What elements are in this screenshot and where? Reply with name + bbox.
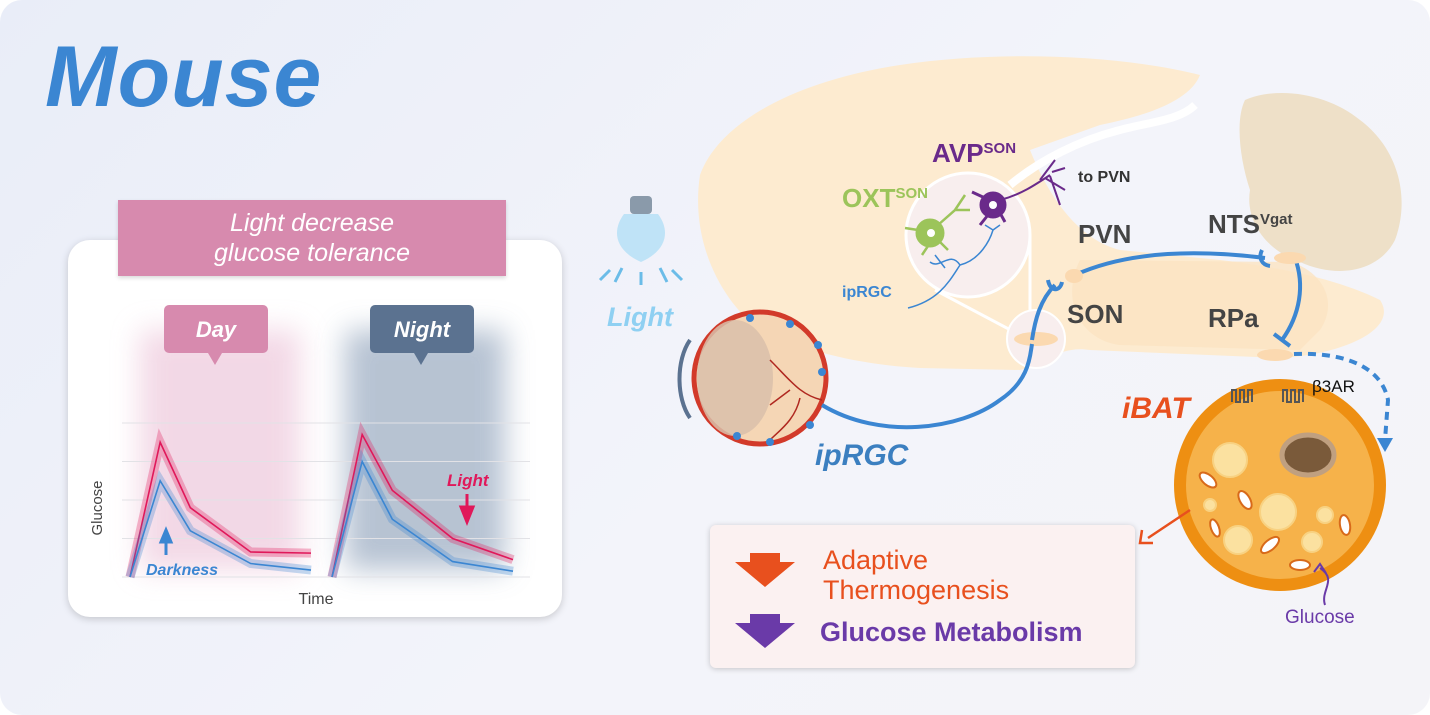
son-label: SON bbox=[1067, 299, 1123, 329]
night-bubble-tail bbox=[414, 353, 428, 365]
cerebellum bbox=[1239, 92, 1402, 271]
y-axis-label: Glucose bbox=[89, 480, 106, 535]
series-line-day-darkness bbox=[129, 478, 312, 578]
oxt-nucleus bbox=[927, 229, 935, 237]
ipRGC-to-SON-path bbox=[820, 343, 1034, 430]
down-arrow-purple-icon bbox=[735, 614, 795, 648]
result-item2: Glucose Metabolism bbox=[820, 617, 1083, 647]
darkness-label: Darkness bbox=[146, 562, 218, 579]
night-shade bbox=[345, 330, 505, 570]
rpa-label: RPa bbox=[1208, 303, 1259, 333]
b3ar-label: β3AR bbox=[1312, 377, 1355, 396]
ipRGC-axon bbox=[907, 224, 1001, 309]
series-line-night-light bbox=[331, 432, 514, 578]
darkness-arrow-icon bbox=[158, 526, 174, 555]
b3ar-receptor-icon bbox=[1231, 389, 1253, 403]
ipRGC-eye-label: ipRGC bbox=[815, 439, 910, 472]
to-pvn-label: to PVN bbox=[1078, 169, 1130, 186]
avp-nucleus bbox=[989, 201, 997, 209]
light-arrow-icon bbox=[458, 494, 476, 527]
banner-line-2: glucose tolerance bbox=[214, 239, 410, 267]
ibat-nucleus bbox=[1279, 432, 1337, 478]
PVN-to-NTS-path bbox=[1074, 249, 1271, 277]
eye-vessels bbox=[769, 359, 823, 441]
page-title: Mouse bbox=[45, 29, 323, 125]
series-line-day-light bbox=[129, 439, 312, 578]
night-bubble bbox=[370, 305, 474, 353]
NTS-to-RPa-path bbox=[1272, 257, 1303, 348]
nts-sup: Vgat bbox=[1260, 211, 1293, 228]
down-arrow-orange-icon bbox=[735, 553, 795, 587]
light-label: Light bbox=[607, 302, 674, 332]
glucose-arrow-icon bbox=[1313, 562, 1330, 606]
zoom-line bbox=[934, 288, 1021, 337]
pvn-nucleus bbox=[1065, 269, 1083, 283]
nts-label: NTSVgat bbox=[1208, 209, 1293, 239]
avp-sup: SON bbox=[984, 140, 1017, 157]
eye-lens bbox=[697, 320, 773, 436]
dashed-arrowhead-icon bbox=[1377, 438, 1393, 452]
result-item1-line2: Thermogenesis bbox=[823, 575, 1010, 605]
light-annotation: Light bbox=[447, 471, 490, 490]
ibat-label: iBAT bbox=[1122, 392, 1192, 425]
b3ar-receptor-icon bbox=[1282, 389, 1304, 403]
day-bubble-tail bbox=[208, 353, 222, 365]
series-line-night-darkness bbox=[331, 459, 514, 578]
night-label: Night bbox=[394, 317, 452, 342]
oxt-text: OXT bbox=[842, 183, 896, 213]
nts-text: NTS bbox=[1208, 209, 1260, 239]
light-bulb-icon bbox=[598, 196, 684, 285]
mitochondria-icons bbox=[1198, 471, 1352, 571]
ibat-output-arrow-icon bbox=[1138, 508, 1191, 545]
avp-label: AVPSON bbox=[932, 138, 1016, 168]
son-nucleus bbox=[1014, 332, 1058, 346]
result-arrows bbox=[735, 553, 795, 648]
oxt-label: OXTSON bbox=[842, 183, 928, 213]
oxt-sup: SON bbox=[895, 185, 928, 202]
banner-line-1: Light decrease bbox=[229, 209, 394, 237]
nts-nucleus bbox=[1274, 252, 1306, 264]
day-bubble bbox=[164, 305, 268, 353]
brainstem bbox=[1072, 260, 1329, 350]
result-thermogenesis: Adaptive Thermogenesis bbox=[823, 545, 1009, 605]
day-label: Day bbox=[196, 317, 238, 342]
ipRGC-small-label: ipRGC bbox=[842, 284, 892, 301]
SON-to-PVN-path bbox=[1030, 279, 1064, 341]
retina-dots bbox=[733, 314, 826, 446]
lipid-droplets bbox=[1203, 442, 1334, 555]
glucose-label: Glucose bbox=[1285, 607, 1355, 628]
result-box: Adaptive Thermogenesis Glucose Metabolis… bbox=[710, 525, 1135, 668]
eye-cornea bbox=[677, 338, 692, 420]
result-item1-line1: Adaptive bbox=[823, 545, 929, 575]
RPa-to-iBAT-path bbox=[1279, 351, 1391, 441]
banner: Light decrease glucose tolerance bbox=[118, 200, 506, 276]
x-axis-label: Time bbox=[299, 591, 334, 608]
pvn-label: PVN bbox=[1078, 219, 1131, 249]
white-tract bbox=[1007, 101, 1198, 189]
avp-text: AVP bbox=[932, 138, 984, 168]
rpa-nucleus bbox=[1257, 349, 1293, 361]
